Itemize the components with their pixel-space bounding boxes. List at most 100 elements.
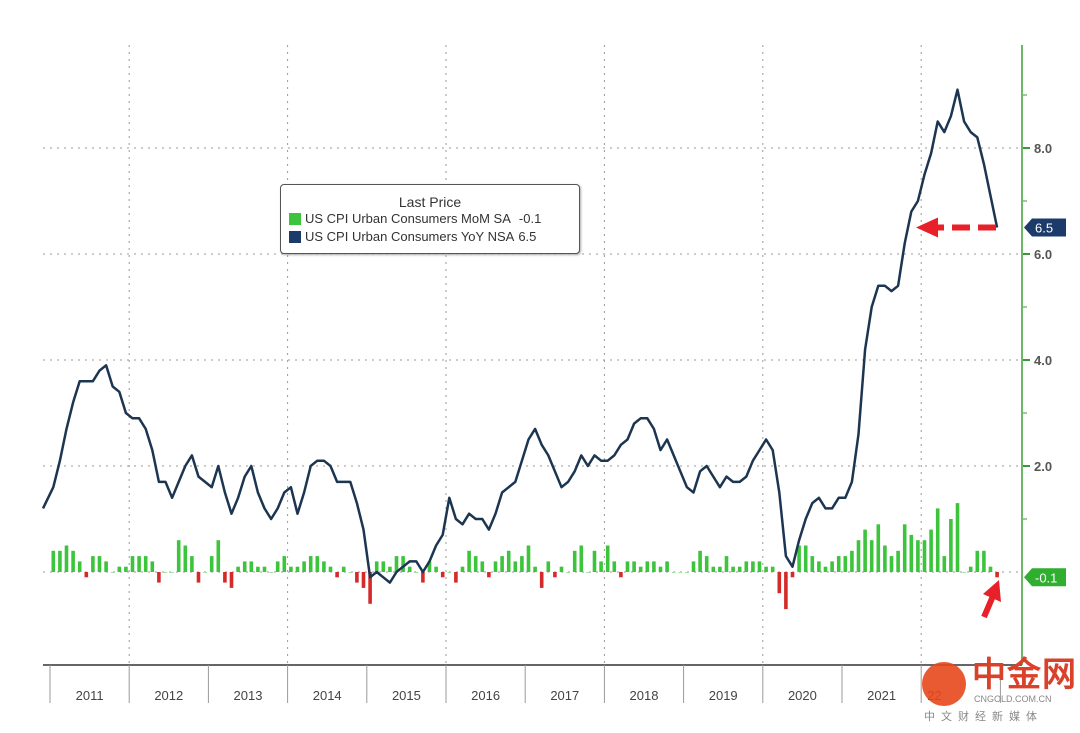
- mom-bar: [685, 572, 689, 573]
- mom-bar: [605, 545, 610, 572]
- mom-bar: [196, 572, 201, 583]
- mom-bar: [586, 572, 590, 573]
- mom-bar: [440, 572, 445, 578]
- x-tick-label: 2018: [630, 688, 659, 703]
- mom-bar: [678, 572, 683, 573]
- mom-bar: [883, 545, 887, 572]
- mom-bar: [830, 561, 834, 572]
- mom-bar: [236, 566, 240, 572]
- mom-bar: [995, 572, 999, 578]
- mom-bar: [638, 566, 643, 572]
- mom-bar: [64, 545, 69, 572]
- x-tick-label: 2015: [392, 688, 421, 703]
- legend-value: 6.5: [518, 229, 537, 244]
- mom-bar: [520, 556, 524, 572]
- x-tick-label: 2021: [867, 688, 896, 703]
- mom-bar: [539, 572, 544, 588]
- mom-bar: [929, 529, 933, 572]
- mom-bar: [302, 561, 306, 572]
- mom-bar: [216, 540, 221, 572]
- logo-icon: [922, 662, 966, 706]
- mom-bar: [737, 566, 742, 572]
- mom-bar: [843, 556, 848, 572]
- mom-bar: [724, 556, 729, 572]
- mom-bar: [764, 566, 768, 572]
- mom-bar: [632, 561, 636, 572]
- mom-bar: [104, 561, 108, 572]
- mom-bar: [889, 556, 894, 572]
- mom-bar: [645, 561, 650, 572]
- yoy-last-tag: 6.5: [1035, 221, 1053, 236]
- mom-bar: [949, 519, 953, 572]
- mom-bar: [447, 572, 452, 573]
- x-tick-label: 2020: [788, 688, 817, 703]
- mom-bar: [751, 561, 755, 572]
- mom-bar: [361, 572, 366, 588]
- legend: Last Price US CPI Urban Consumers MoM SA…: [280, 184, 580, 254]
- mom-bar: [460, 566, 465, 572]
- mom-bar: [968, 566, 973, 572]
- mom-bar: [434, 566, 438, 572]
- mom-bar: [427, 561, 432, 572]
- x-tick-label: 2017: [550, 688, 579, 703]
- legend-title: Last Price: [398, 194, 462, 210]
- mom-bar: [942, 556, 947, 572]
- mom-bar: [150, 561, 155, 572]
- logo-text: 中金网: [972, 655, 1077, 695]
- mom-bar: [355, 572, 359, 583]
- arrow-shaft: [981, 594, 996, 619]
- mom-bar: [374, 561, 379, 572]
- mom-bar: [163, 572, 168, 573]
- mom-bar: [229, 572, 234, 588]
- mom-bar: [407, 566, 412, 572]
- mom-bar: [526, 545, 531, 572]
- legend-label: US CPI Urban Consumers MoM SA: [305, 211, 511, 226]
- mom-bar: [922, 540, 927, 572]
- mom-bar: [269, 572, 273, 573]
- mom-bar: [619, 572, 623, 578]
- mom-bar: [711, 566, 716, 572]
- mom-bar: [810, 556, 815, 572]
- dashed-arrow-head: [916, 217, 938, 238]
- mom-bar: [130, 556, 135, 572]
- mom-bar: [777, 572, 782, 594]
- mom-bar: [275, 561, 280, 572]
- mom-bar: [262, 566, 267, 572]
- mom-bar: [975, 550, 980, 572]
- mom-bar: [652, 561, 656, 572]
- x-tick-label: 2014: [313, 688, 342, 703]
- mom-bar: [803, 545, 808, 572]
- mom-bar: [328, 566, 333, 572]
- mom-bar: [335, 572, 339, 578]
- mom-last-tag-bg: [1024, 568, 1066, 587]
- mom-bar: [836, 556, 841, 572]
- mom-bar: [817, 561, 821, 572]
- legend-item-yoy: US CPI Urban Consumers YoY NSA 6.5: [289, 228, 579, 246]
- mom-bar: [414, 572, 419, 573]
- mom-bar: [856, 540, 861, 572]
- mom-bar: [553, 572, 557, 578]
- mom-bar: [473, 556, 478, 572]
- legend-swatch-green: [289, 213, 301, 225]
- mom-bar: [394, 556, 399, 572]
- mom-bar: [579, 545, 584, 572]
- mom-bar: [962, 572, 966, 573]
- mom-bar: [368, 572, 372, 604]
- mom-bar: [157, 572, 161, 583]
- watermark-logo: 中金网 CNGOLD.COM.CN 中文财经新媒体: [922, 658, 1080, 733]
- mom-bar: [493, 561, 498, 572]
- mom-bar: [322, 561, 326, 572]
- mom-bar: [909, 534, 914, 572]
- mom-bar: [704, 556, 709, 572]
- mom-bar: [295, 566, 300, 572]
- y-tick-label: 2.0: [1034, 459, 1052, 474]
- mom-bar: [665, 561, 669, 572]
- mom-bar: [58, 550, 62, 572]
- mom-bar: [308, 556, 313, 572]
- mom-bar: [454, 572, 458, 583]
- mom-bar: [117, 566, 122, 572]
- mom-bar: [348, 572, 353, 573]
- x-tick-label: 2013: [234, 688, 263, 703]
- mom-bar: [770, 566, 775, 572]
- mom-bar: [381, 561, 386, 572]
